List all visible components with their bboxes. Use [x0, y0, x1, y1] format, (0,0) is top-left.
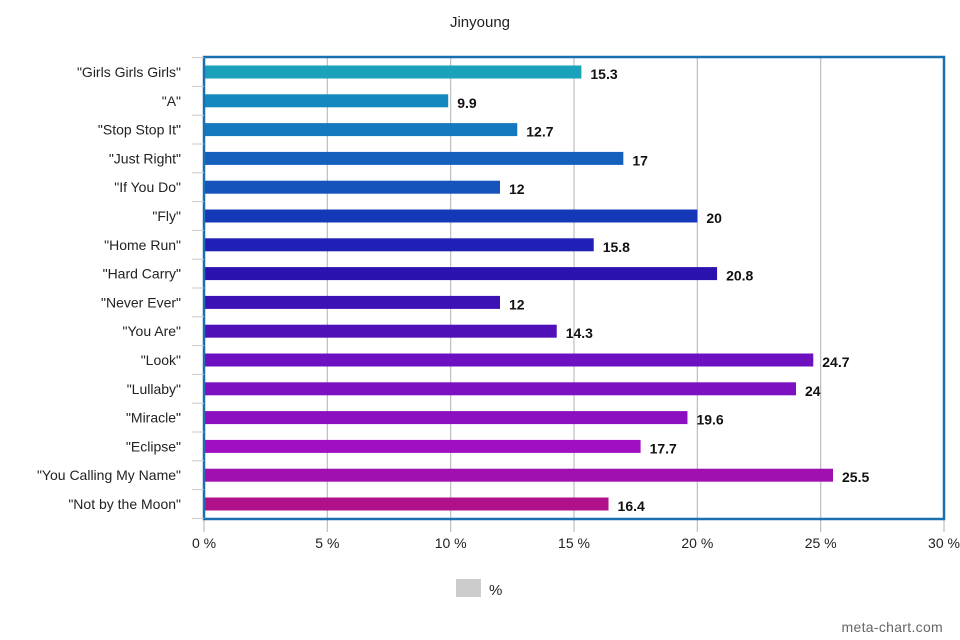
category-label: "Stop Stop It": [98, 122, 181, 138]
category-label: "You Are": [123, 323, 181, 339]
value-label: 15.3: [590, 66, 617, 82]
value-label: 12: [509, 296, 525, 312]
bar[interactable]: [204, 65, 582, 79]
bars: 15.3 9.9 12.7 17 12 20 15.8 20.8 12 14.3 24.724 19.…: [204, 65, 869, 514]
value-label: 9.9: [457, 95, 477, 111]
value-label: 12: [509, 181, 525, 197]
x-axis-ticks: 0 % 5 % 10 % 15 % 20 % 25 % 30 %: [192, 535, 960, 551]
value-label: 20: [706, 210, 722, 226]
bar[interactable]: [204, 468, 833, 482]
value-label: 19.6: [696, 412, 723, 428]
category-label: "Just Right": [109, 150, 181, 166]
bar[interactable]: [204, 324, 557, 338]
x-tick-label: 10 %: [435, 535, 467, 551]
bar[interactable]: [204, 151, 624, 165]
value-label: 16.4: [618, 498, 645, 514]
x-tick-label: 15 %: [558, 535, 590, 551]
bar[interactable]: [204, 180, 500, 194]
bar[interactable]: [204, 439, 641, 453]
x-tick-label: 5 %: [315, 535, 339, 551]
value-label: 24.7: [822, 354, 849, 370]
legend-label: %: [489, 582, 502, 599]
category-label: "Home Run": [104, 237, 181, 253]
value-label: 15.8: [603, 239, 630, 255]
bar[interactable]: [204, 295, 500, 309]
x-tick-label: 30 %: [928, 535, 960, 551]
category-labels: "Girls Girls Girls" "A" "Stop Stop It" "Jus…: [37, 57, 204, 519]
chart-title: Jinyoung: [450, 14, 510, 31]
category-label: "Never Ever": [101, 294, 181, 310]
x-tick-label: 0 %: [192, 535, 216, 551]
category-label: "Miracle": [126, 410, 181, 426]
value-label: 17: [632, 152, 648, 168]
category-label: "Hard Carry": [103, 266, 181, 282]
category-label: "Girls Girls Girls": [77, 64, 181, 80]
bar[interactable]: [204, 123, 518, 137]
bar[interactable]: [204, 382, 796, 396]
x-tick-label: 25 %: [805, 535, 837, 551]
category-label: "If You Do": [114, 179, 181, 195]
bar[interactable]: [204, 353, 814, 367]
value-label: 25.5: [842, 469, 869, 485]
bar[interactable]: [204, 497, 609, 511]
value-label: 12.7: [526, 124, 553, 140]
legend[interactable]: %: [456, 579, 502, 599]
watermark[interactable]: meta-chart.com: [842, 619, 943, 635]
bar[interactable]: [204, 238, 594, 252]
category-label: "A": [162, 93, 181, 109]
value-label: 14.3: [566, 325, 593, 341]
category-label: "Fly": [152, 208, 181, 224]
category-label: "Look": [141, 352, 181, 368]
value-label: 17.7: [650, 440, 677, 456]
category-label: "You Calling My Name": [37, 467, 181, 483]
bar[interactable]: [204, 94, 449, 108]
legend-swatch[interactable]: [456, 579, 481, 597]
category-label: "Not by the Moon": [68, 496, 181, 512]
category-label: "Lullaby": [127, 381, 181, 397]
bar[interactable]: [204, 209, 698, 223]
value-label: 20.8: [726, 268, 753, 284]
value-label: 24: [805, 383, 821, 399]
bar[interactable]: [204, 267, 718, 281]
x-tick-label: 20 %: [681, 535, 713, 551]
category-label: "Eclipse": [126, 438, 181, 454]
bar[interactable]: [204, 411, 688, 425]
